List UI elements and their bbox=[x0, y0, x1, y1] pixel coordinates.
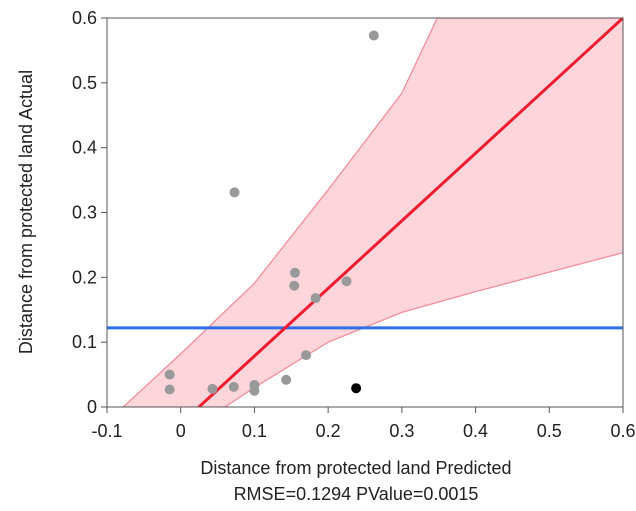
confidence-band-upper-edge bbox=[122, 18, 623, 407]
x-tick-label: 0.3 bbox=[389, 421, 414, 441]
data-point bbox=[289, 280, 300, 291]
data-point bbox=[207, 383, 218, 394]
y-axis-title: Distance from protected land Actual bbox=[16, 70, 36, 354]
y-tick-label: 0.3 bbox=[72, 203, 97, 223]
data-point bbox=[341, 276, 352, 287]
data-point bbox=[229, 187, 240, 198]
data-point bbox=[301, 350, 312, 361]
data-points bbox=[164, 30, 379, 396]
x-axis: -0.1 0 0.1 0.2 0.3 0.4 0.5 0.6 bbox=[91, 407, 636, 441]
fit-line bbox=[196, 18, 623, 407]
y-tick-label: 0.6 bbox=[72, 8, 97, 28]
y-tick-label: 0.5 bbox=[72, 73, 97, 93]
data-point bbox=[368, 30, 379, 41]
x-tick-label: 0 bbox=[176, 421, 186, 441]
stats-text: RMSE=0.1294 PValue=0.0015 bbox=[234, 484, 479, 504]
data-point bbox=[164, 384, 175, 395]
y-tick-label: 0.2 bbox=[72, 267, 97, 287]
y-tick-label: 0.1 bbox=[72, 332, 97, 352]
data-point bbox=[289, 267, 300, 278]
x-tick-label: -0.1 bbox=[91, 421, 122, 441]
y-tick-label: 0 bbox=[87, 397, 97, 417]
data-point bbox=[249, 385, 260, 396]
x-tick-label: 0.5 bbox=[537, 421, 562, 441]
data-point bbox=[164, 369, 175, 380]
confidence-band bbox=[123, 18, 623, 407]
data-point bbox=[228, 381, 239, 392]
data-point bbox=[310, 293, 321, 304]
highlighted-data-point bbox=[351, 383, 362, 394]
x-tick-label: 0.6 bbox=[610, 421, 635, 441]
y-axis: 0 0.1 0.2 0.3 0.4 0.5 0.6 bbox=[72, 8, 107, 417]
x-tick-label: 0.2 bbox=[316, 421, 341, 441]
data-point bbox=[281, 374, 292, 385]
y-tick-label: 0.4 bbox=[72, 138, 97, 158]
x-tick-label: 0.4 bbox=[463, 421, 488, 441]
x-axis-title: Distance from protected land Predicted bbox=[200, 458, 511, 478]
x-tick-label: 0.1 bbox=[242, 421, 267, 441]
